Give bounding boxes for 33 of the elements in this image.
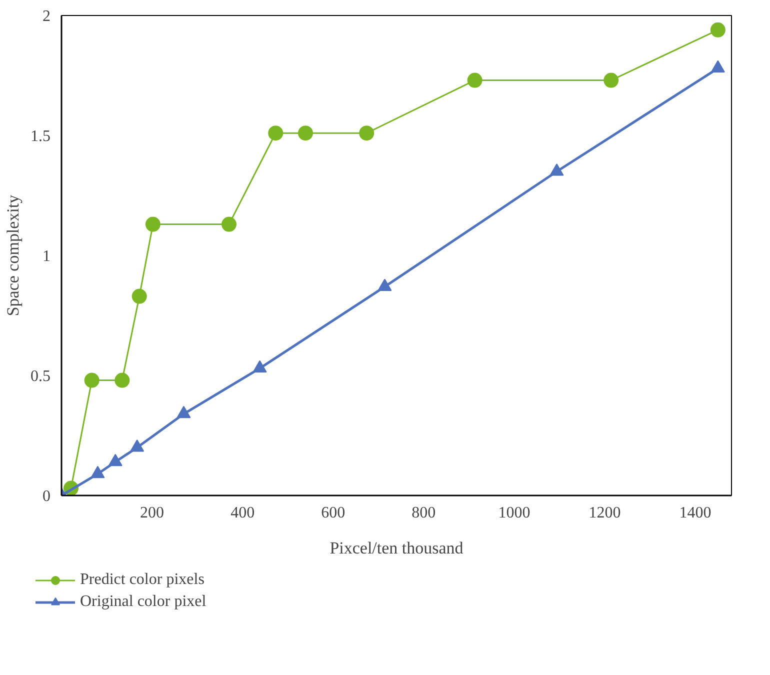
point [298,126,314,141]
point [132,288,147,304]
point [108,454,122,466]
point [84,372,100,388]
x-tick-label: 400 [230,504,255,522]
point [130,439,144,452]
legend-label: Predict color pixels [80,571,204,589]
point [604,72,619,88]
x-tick-label: 1000 [498,504,530,522]
y-tick-label: 0 [42,488,50,505]
x-axis-title: Pixcel/ten thousand [330,538,464,558]
point [114,372,130,388]
point [467,72,482,88]
point [176,406,191,418]
x-tick-label: 200 [140,504,164,522]
y-axis-title: Space complexity [4,194,22,316]
x-tick-label: 800 [412,504,436,522]
point [268,126,284,141]
y-tick-label: 0.5 [30,368,50,385]
legend-label: Original color pixel [80,593,206,611]
x-tick-label: 600 [321,504,346,522]
point [90,466,105,478]
point [359,126,374,141]
y-tick-label: 1.5 [30,128,50,145]
point [222,216,236,232]
point [252,360,267,373]
point [378,278,392,291]
x-tick-label: 1200 [588,504,621,522]
y-tick-label: 1 [42,248,50,265]
point [710,22,726,38]
y-tick-label: 2 [42,8,50,25]
point [145,216,160,232]
x-tick-label: 1400 [679,504,712,522]
